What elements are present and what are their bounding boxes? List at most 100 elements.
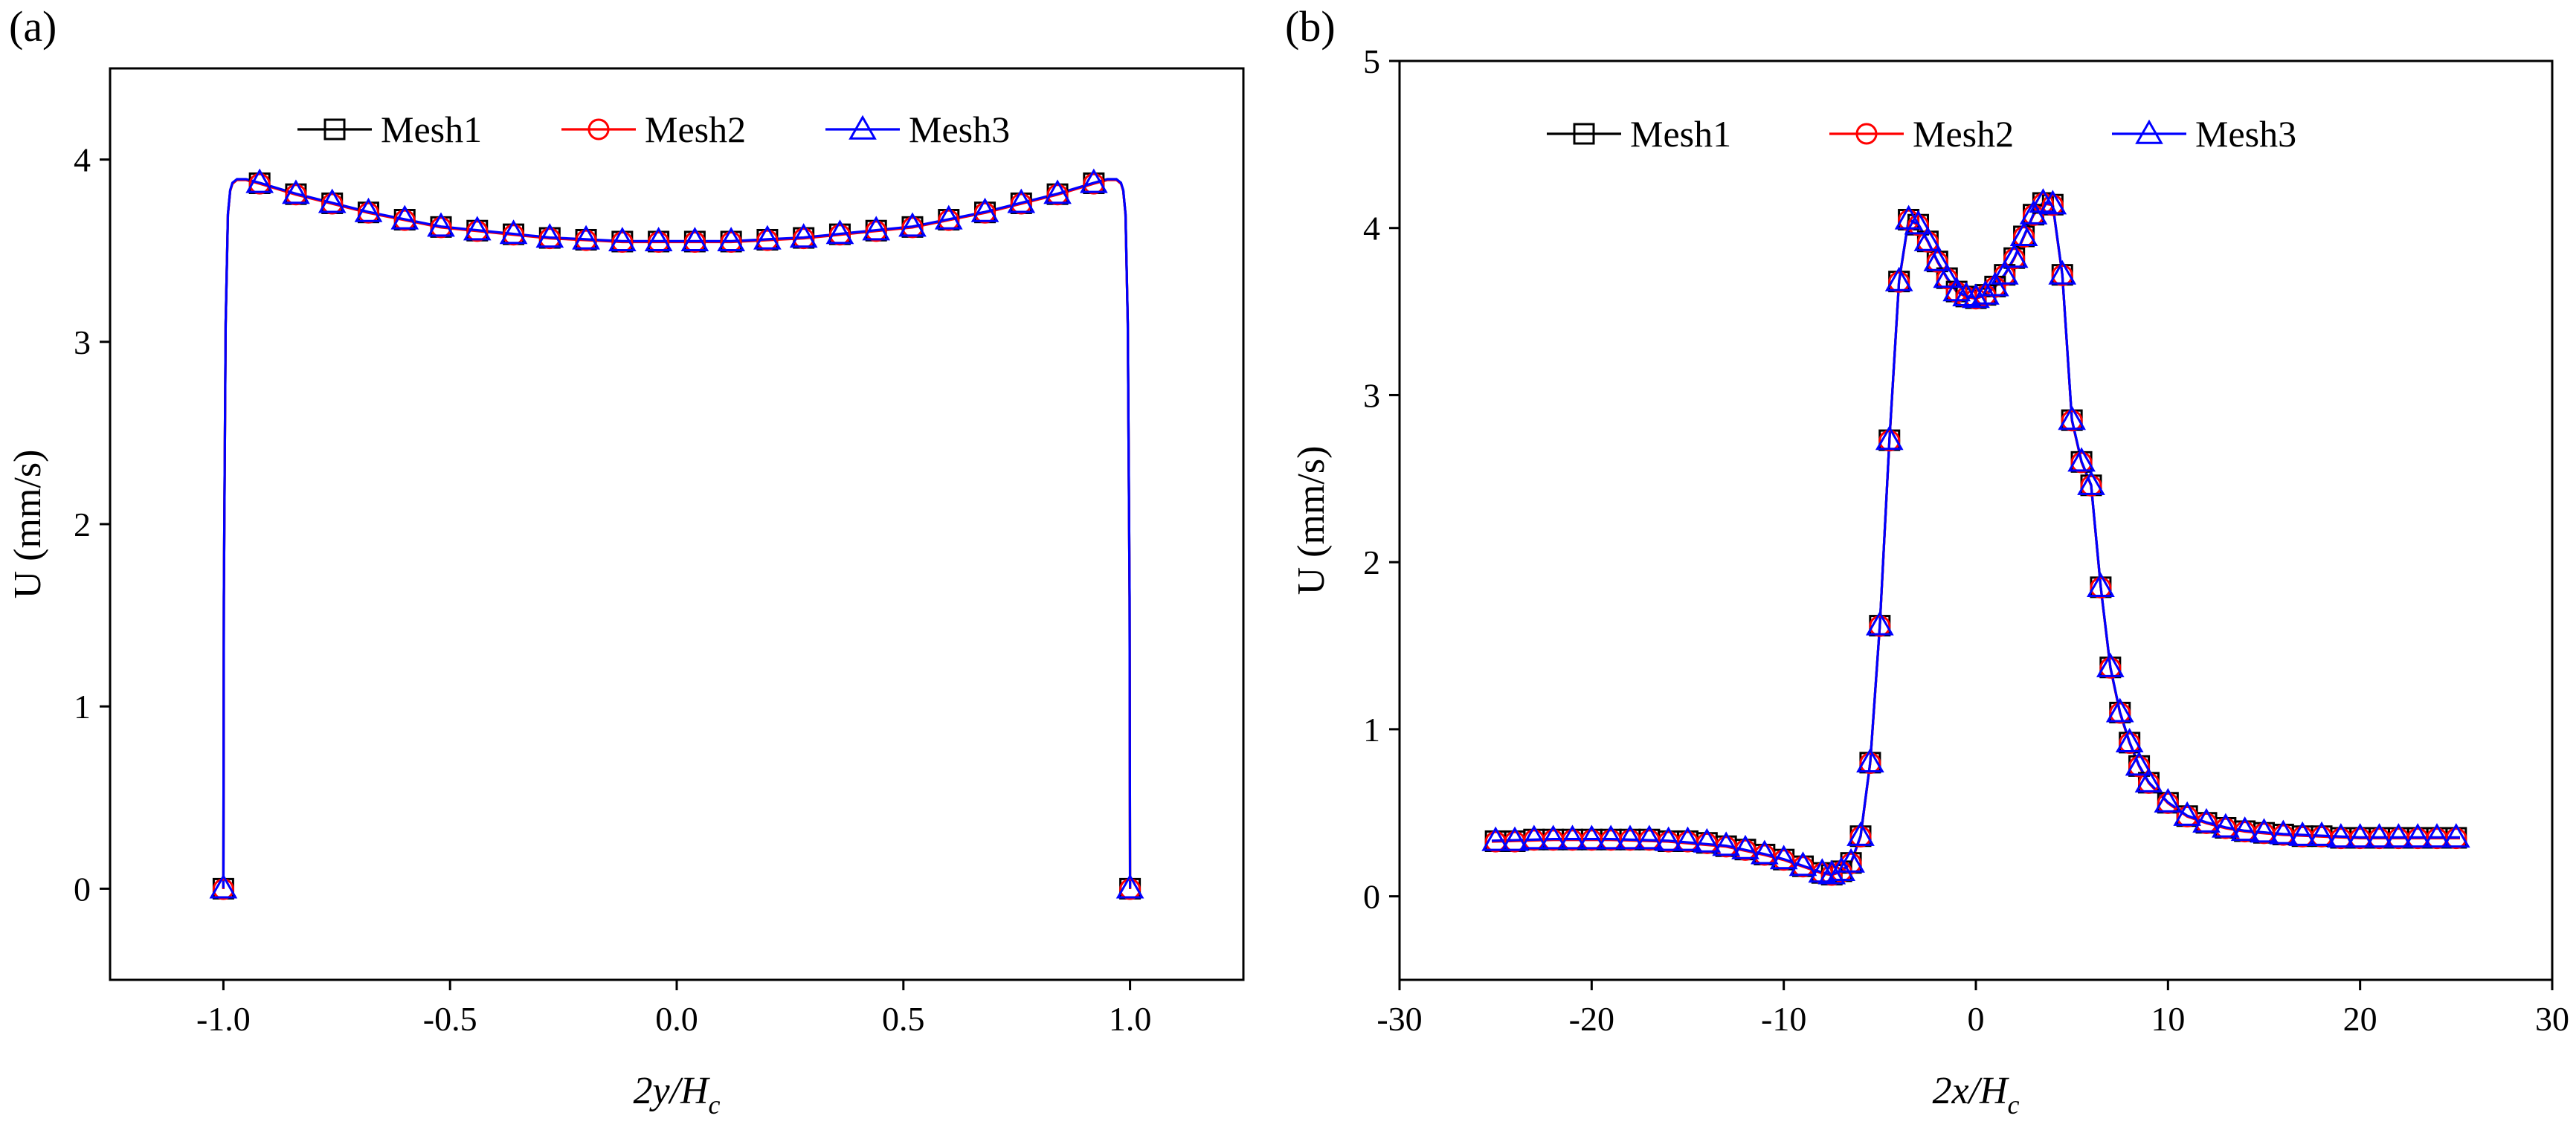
data-point	[2119, 732, 2141, 754]
data-point	[2009, 222, 2038, 247]
data-point	[938, 209, 960, 231]
data-point	[463, 216, 492, 241]
data-point	[2138, 772, 2160, 794]
data-point	[1856, 747, 1884, 772]
data-point	[354, 197, 383, 222]
data-point	[970, 197, 999, 222]
y-tick-label: 1	[74, 688, 91, 726]
data-point	[753, 225, 782, 250]
data-point	[2096, 652, 2125, 677]
data-point	[2384, 823, 2413, 848]
x-tick-label: 10	[2151, 1000, 2185, 1038]
data-point	[2080, 474, 2102, 497]
data-point	[1916, 230, 1939, 253]
data-point	[1859, 752, 1881, 774]
data-point	[2000, 243, 2029, 268]
x-tick-label: -20	[1569, 1000, 1614, 1038]
y-tick-label: 0	[1363, 878, 1380, 916]
data-point	[285, 184, 307, 206]
data-point	[974, 201, 996, 224]
data-point	[2019, 199, 2048, 225]
x-axis-title: 2y/Hc	[633, 1070, 720, 1120]
x-tick-label: -0.5	[423, 1000, 477, 1038]
data-point	[2105, 697, 2134, 723]
data-point	[1769, 845, 1798, 870]
panel-label-a: (a)	[9, 2, 57, 51]
data-point	[2269, 819, 2298, 845]
data-point	[2176, 805, 2198, 827]
data-point	[318, 188, 347, 213]
data-point	[1990, 259, 2019, 285]
data-point	[825, 219, 854, 245]
y-tick-label: 1	[1363, 711, 1380, 749]
data-point	[538, 227, 561, 250]
data-point	[2109, 702, 2131, 724]
data-point	[1481, 826, 1510, 851]
data-point	[2041, 194, 2064, 216]
data-point	[680, 227, 709, 252]
legend-marker-mesh2	[587, 118, 610, 141]
y-axis-title: U (mm/s)	[1290, 446, 1333, 595]
data-point	[1849, 825, 1872, 848]
data-point	[2403, 823, 2432, 848]
data-point	[503, 224, 525, 246]
data-point	[865, 220, 887, 242]
chart-panel-a: -1.0 -0.5 0.0 0.5 1.0 0 1 2 3 4 2y/Hc U (mm/s) Mesh1…	[7, 67, 1245, 1120]
y-tick-label: 5	[1363, 42, 1380, 80]
x-tick-label: -10	[1761, 1000, 1806, 1038]
data-point	[2038, 190, 2067, 215]
data-point	[2070, 451, 2093, 474]
legend-label-mesh3: Mesh3	[2195, 113, 2296, 155]
legend-marker-mesh1	[323, 118, 346, 141]
data-point	[1501, 826, 1529, 851]
data-point	[2192, 807, 2221, 833]
data-point	[756, 229, 779, 251]
y-tick-label: 2	[1363, 543, 1380, 581]
series-line-mesh1	[222, 178, 1132, 889]
data-point	[1980, 271, 2009, 297]
data-point	[2029, 188, 2058, 213]
data-point	[427, 212, 455, 237]
legend-label-mesh1: Mesh1	[1630, 113, 1731, 155]
data-point	[1875, 425, 1904, 451]
x-axis-title: 2x/Hc	[1932, 1070, 2019, 1120]
data-point	[720, 231, 742, 254]
legend-label-mesh3: Mesh3	[909, 109, 1010, 150]
data-point	[2365, 823, 2394, 848]
data-point	[1837, 848, 1865, 873]
data-point	[2128, 755, 2151, 778]
data-point	[828, 224, 851, 246]
data-point	[1673, 826, 1702, 851]
data-point	[499, 219, 528, 245]
data-point	[717, 227, 745, 252]
data-point	[2445, 827, 2467, 850]
data-point	[648, 231, 670, 254]
data-point	[1840, 852, 1862, 874]
y-axis-title: U (mm/s)	[7, 450, 49, 599]
data-point	[1884, 266, 1913, 291]
data-point	[1654, 826, 1683, 851]
data-point	[1693, 827, 1722, 853]
data-point	[1913, 226, 1942, 251]
data-point	[611, 231, 634, 254]
data-point	[2090, 576, 2112, 598]
y-tick-label: 4	[74, 141, 91, 179]
data-point	[1079, 168, 1108, 193]
y-tick-label: 4	[1363, 210, 1380, 248]
data-point	[282, 179, 310, 204]
data-point	[1926, 251, 1948, 273]
data-point	[1808, 858, 1837, 883]
data-point	[357, 201, 379, 224]
data-point	[1635, 824, 1664, 850]
legend: Mesh1 Mesh2 Mesh3	[297, 109, 1010, 150]
series-markers-mesh3	[1481, 188, 2470, 885]
legend-marker-mesh1	[1573, 123, 1595, 145]
x-tick-label: 1.0	[1109, 1000, 1152, 1038]
data-point	[1952, 281, 1980, 306]
data-point	[535, 223, 564, 248]
x-tick-label: 30	[2535, 1000, 2569, 1038]
data-point	[2099, 656, 2122, 679]
data-point	[2154, 787, 2183, 813]
data-point	[1577, 824, 1606, 850]
plot-frame	[1398, 59, 2554, 981]
